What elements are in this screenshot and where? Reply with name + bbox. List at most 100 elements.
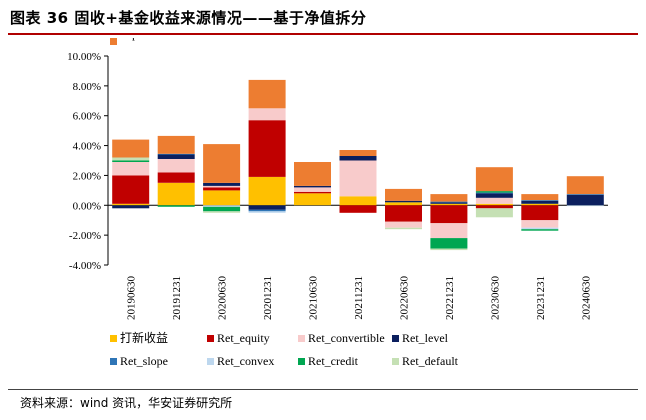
bar-segment (339, 205, 377, 213)
legend-label: Ret_default (402, 354, 459, 368)
bar-segment (248, 211, 286, 213)
bar-segment (475, 191, 513, 193)
legend-swatch (392, 335, 399, 342)
figure-title: 图表 36 固收+基金收益来源情况——基于净值拆分 (10, 9, 367, 27)
x-tick-label: 20201231 (262, 276, 274, 320)
x-tick-labels: 20190630 20191231 20200630 20201231 20210630… (126, 276, 593, 321)
bar-segment (475, 192, 513, 194)
x-tick-label: 20231231 (535, 276, 547, 320)
legend-label: Ret_credit (308, 354, 359, 368)
legend-item: Ret_equity (207, 331, 270, 345)
x-tick-label: 20191231 (171, 276, 183, 320)
bar-segment (521, 205, 559, 221)
legend-label: Alpha (120, 38, 150, 41)
legend-label: Ret_slope (120, 354, 168, 368)
bar-segment (157, 154, 195, 159)
bar-segment (112, 175, 150, 204)
bar-segment (248, 108, 286, 121)
legend-item: Ret_default (392, 354, 459, 368)
legend-label: Ret_level (402, 331, 449, 345)
bar-segment (430, 202, 468, 204)
legend-swatch (110, 335, 117, 342)
legend-swatch (298, 358, 305, 365)
bar-segment (521, 229, 559, 231)
bar-segment (430, 238, 468, 249)
y-tick-label: -2.00% (69, 230, 101, 242)
bar-segment (203, 144, 241, 183)
y-tick-label: 2.00% (73, 170, 101, 182)
y-tick-label: 10.00% (67, 51, 101, 63)
bar-segment (475, 167, 513, 192)
y-tick-label: 8.00% (73, 81, 101, 93)
bar-segment (248, 205, 286, 210)
bar-segment (475, 205, 513, 209)
bar-segment (385, 202, 422, 206)
legend-label: Ret_convex (217, 354, 274, 368)
bar-segment (294, 193, 331, 206)
source-note: 资料来源：wind 资讯，华安证券研究所 (20, 396, 233, 410)
y-tick-label: 0.00% (73, 200, 101, 212)
title-rule (8, 33, 638, 35)
legend-swatch (392, 358, 399, 365)
bar-segment (294, 191, 331, 194)
bar-segment (430, 248, 468, 251)
bar-segment (430, 194, 468, 202)
bar-segment (430, 201, 468, 203)
bar-segment (339, 156, 377, 161)
legend-label: Ret_convertible (308, 331, 385, 345)
bar-segment (475, 193, 513, 198)
bar-segment (203, 205, 241, 207)
bar-segment (112, 203, 150, 206)
legend-swatch (110, 358, 117, 365)
bar-segment (566, 194, 604, 206)
bar-segment (566, 194, 604, 195)
bar-segment (430, 203, 468, 206)
bar-segment (385, 227, 422, 230)
bar-segment (294, 187, 331, 192)
bar-segment (112, 139, 150, 158)
bar-segment (157, 205, 195, 207)
bar-segment (248, 120, 286, 177)
bar-segment (294, 162, 331, 186)
bar-segment (385, 188, 422, 201)
bar-segment (475, 203, 513, 206)
bar-segment (203, 185, 241, 188)
legend-label: 打新收益 (120, 330, 168, 345)
bar-segment (385, 205, 422, 222)
bar-segment (112, 157, 150, 161)
x-tick-label: 20240630 (580, 276, 592, 321)
bar-segment (521, 194, 559, 201)
bar-segment (339, 196, 377, 206)
bar-segment (157, 182, 195, 206)
bar-segment (157, 159, 195, 173)
legend-label: Ret_equity (217, 331, 270, 345)
bottom-rule (8, 389, 638, 390)
bar-segment (294, 185, 331, 188)
legend-item: 打新收益 (110, 330, 168, 345)
x-tick-label: 20221231 (444, 276, 456, 320)
legend-item: Ret_convertible (298, 331, 385, 345)
bar-segment (203, 211, 241, 213)
bar-segment (339, 160, 377, 197)
x-tick-label: 20190630 (126, 276, 138, 321)
bar-segment (566, 176, 604, 195)
bar-segment (112, 205, 150, 209)
bar-segment (203, 182, 241, 186)
bar-segment (521, 220, 559, 228)
bar-segment (248, 176, 286, 206)
bar-segment (203, 190, 241, 206)
bar-segment (430, 205, 468, 224)
legend-item: Ret_convex (207, 354, 274, 368)
bar-segment (521, 227, 559, 230)
stacked-bar-chart: -4.00% -2.00% 0.00% 2.00% 4.00% 6.00% 8.00% 10.… (67, 38, 608, 368)
bar-segment (339, 150, 377, 156)
x-tick-label: 20220630 (398, 276, 410, 321)
legend-swatch (207, 358, 214, 365)
x-tick-label: 20200630 (217, 276, 229, 321)
bar-segment (430, 223, 468, 239)
bar-segment (248, 79, 286, 109)
bar-segment (521, 203, 559, 206)
legend-item: Ret_slope (110, 354, 168, 368)
bar-segment (157, 172, 195, 183)
bar-segment (203, 206, 241, 212)
